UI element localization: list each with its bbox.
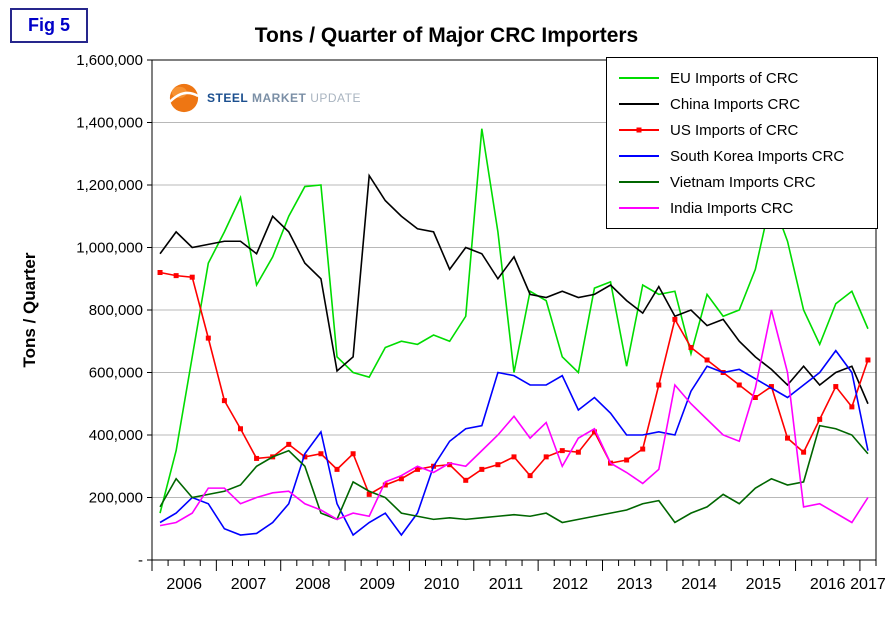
series-marker-us-imports-of-crc <box>254 455 260 461</box>
x-year-label: 2011 <box>489 576 524 593</box>
figure-label: Fig 5 <box>28 15 71 35</box>
legend-label: EU Imports of CRC <box>670 69 799 87</box>
legend-item-india-imports-crc: India Imports CRC <box>617 195 867 221</box>
smu-logo-update: UPDATE <box>310 91 361 105</box>
series-marker-us-imports-of-crc <box>398 476 404 482</box>
legend-item-us-imports-of-crc: US Imports of CRC <box>617 117 867 143</box>
series-marker-us-imports-of-crc <box>833 384 839 390</box>
series-marker-us-imports-of-crc <box>736 382 742 388</box>
smu-logo-steel: STEEL <box>207 91 249 105</box>
series-marker-us-imports-of-crc <box>286 441 292 447</box>
series-marker-us-imports-of-crc <box>543 454 549 460</box>
x-year-label: 2010 <box>424 576 460 593</box>
plot-border <box>151 59 877 561</box>
series-marker-us-imports-of-crc <box>511 454 517 460</box>
series-marker-us-imports-of-crc <box>801 449 807 455</box>
series-marker-us-imports-of-crc <box>640 446 646 452</box>
legend-swatch-icon <box>619 77 659 79</box>
chart-legend: EU Imports of CRC China Imports CRC US Imp… <box>606 57 878 229</box>
series-marker-us-imports-of-crc <box>704 357 710 363</box>
legend-item-vietnam-imports-crc: Vietnam Imports CRC <box>617 169 867 195</box>
x-year-label: 2017 <box>850 576 886 593</box>
legend-label: India Imports CRC <box>670 199 794 217</box>
series-marker-us-imports-of-crc <box>366 491 372 497</box>
series-marker-us-imports-of-crc <box>237 426 243 432</box>
y-tick-label: - <box>138 552 143 569</box>
series-line-south-korea-imports-crc <box>159 349 869 537</box>
series-line-india-imports-crc <box>159 309 869 527</box>
series-marker-us-imports-of-crc <box>447 462 453 468</box>
legend-swatch-icon <box>619 181 659 183</box>
series-marker-us-imports-of-crc <box>479 466 485 472</box>
series-line-eu-imports-of-crc <box>159 128 869 514</box>
series-marker-us-imports-of-crc <box>189 274 195 280</box>
chart-title: Tons / Quarter of Major CRC Importers <box>254 24 639 47</box>
x-year-label: 2008 <box>295 576 331 593</box>
series-marker-us-imports-of-crc <box>318 451 324 457</box>
series-marker-us-imports-of-crc <box>414 466 420 472</box>
smu-logo: STEEL MARKET UPDATE <box>168 82 361 114</box>
series-marker-us-imports-of-crc <box>768 384 774 390</box>
x-year-label: 2013 <box>617 576 653 593</box>
series-marker-us-imports-of-crc <box>173 273 179 279</box>
legend-swatch-icon <box>619 207 659 209</box>
series-marker-us-imports-of-crc <box>624 457 630 463</box>
legend-item-china-imports-crc: China Imports CRC <box>617 91 867 117</box>
legend-label: US Imports of CRC <box>670 121 799 139</box>
x-year-label: 2009 <box>359 576 395 593</box>
series-marker-us-imports-of-crc <box>350 451 356 457</box>
series-marker-us-imports-of-crc <box>495 462 501 468</box>
series-marker-us-imports-of-crc <box>817 416 823 422</box>
series-marker-us-imports-of-crc <box>752 395 758 400</box>
series-marker-us-imports-of-crc <box>865 357 871 363</box>
series-marker-us-imports-of-crc <box>157 270 163 275</box>
legend-label: Vietnam Imports CRC <box>670 173 816 191</box>
series-marker-us-imports-of-crc <box>656 382 662 388</box>
series-marker-us-imports-of-crc <box>382 482 388 488</box>
legend-swatch-icon <box>619 155 659 157</box>
y-tick-label: 1,000,000 <box>76 240 143 257</box>
legend-label: South Korea Imports CRC <box>670 147 845 165</box>
y-tick-label: 1,600,000 <box>76 52 143 69</box>
series-marker-us-imports-of-crc <box>221 398 227 404</box>
series-marker-us-imports-of-crc <box>302 454 308 460</box>
series-marker-us-imports-of-crc <box>575 449 581 455</box>
x-year-label: 2014 <box>681 576 717 593</box>
y-tick-label: 1,200,000 <box>76 177 143 194</box>
x-year-label: 2006 <box>166 576 202 593</box>
series-marker-us-imports-of-crc <box>463 477 469 483</box>
x-year-label: 2007 <box>231 576 267 593</box>
figure-label-box: Fig 5 <box>10 8 89 43</box>
series-marker-us-imports-of-crc <box>591 429 597 435</box>
series-marker-us-imports-of-crc <box>527 473 533 479</box>
y-tick-label: 600,000 <box>89 365 143 382</box>
legend-item-eu-imports-of-crc: EU Imports of CRC <box>617 65 867 91</box>
x-year-label: 2012 <box>553 576 589 593</box>
smu-logo-text: STEEL MARKET UPDATE <box>207 91 361 105</box>
legend-swatch-icon <box>619 103 659 105</box>
legend-item-south-korea-imports-crc: South Korea Imports CRC <box>617 143 867 169</box>
series-marker-us-imports-of-crc <box>849 404 855 410</box>
smu-logo-market: MARKET <box>252 91 307 105</box>
y-tick-label: 400,000 <box>89 427 143 444</box>
series-marker-us-imports-of-crc <box>205 335 211 341</box>
legend-swatch-icon <box>619 127 659 133</box>
y-tick-label: 200,000 <box>89 490 143 507</box>
y-tick-label: 800,000 <box>89 302 143 319</box>
x-year-label: 2015 <box>746 576 782 593</box>
series-marker-us-imports-of-crc <box>688 345 694 350</box>
x-year-label: 2016 <box>810 576 846 593</box>
series-marker-us-imports-of-crc <box>672 316 678 322</box>
smu-logo-ball-icon <box>169 83 199 113</box>
series-marker-us-imports-of-crc <box>559 448 565 454</box>
series-marker-us-imports-of-crc <box>785 435 791 441</box>
legend-label: China Imports CRC <box>670 95 801 113</box>
series-line-china-imports-crc <box>159 173 869 405</box>
series-marker-us-imports-of-crc <box>334 466 340 472</box>
y-tick-label: 1,400,000 <box>76 115 143 132</box>
series-line-vietnam-imports-crc <box>159 424 869 524</box>
